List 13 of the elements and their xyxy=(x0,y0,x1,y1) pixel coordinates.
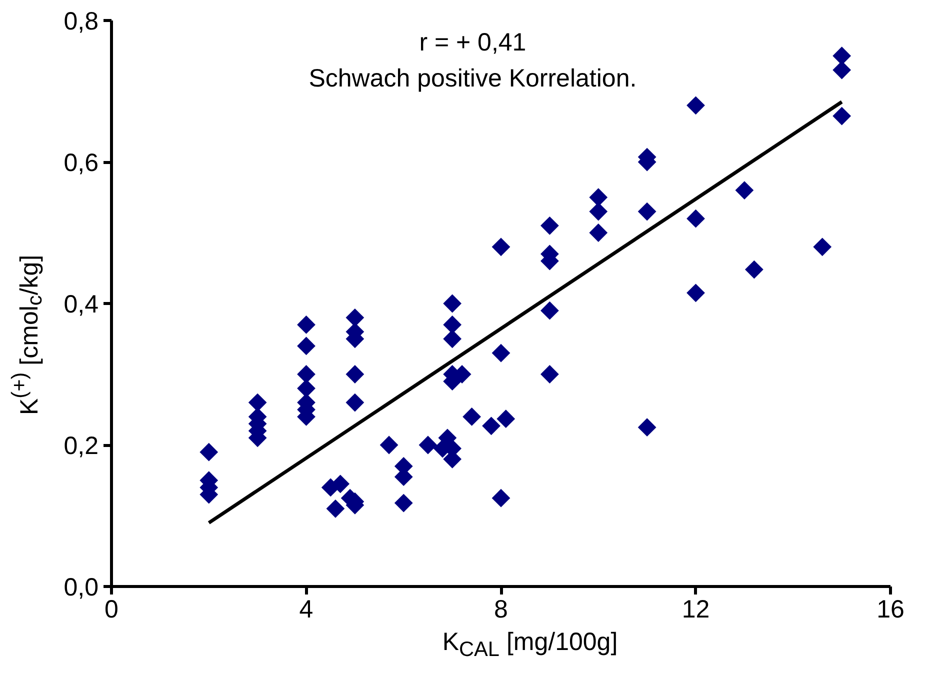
y-tick-label: 0,8 xyxy=(64,8,99,36)
y-tick-label: 0,0 xyxy=(64,574,99,602)
y-tick-label: 0,4 xyxy=(64,290,99,318)
x-tick-label: 16 xyxy=(876,596,904,624)
y-tick-label: 0,2 xyxy=(64,432,99,460)
x-axis-title: K$_{CAL}$ [mg/100g] xyxy=(442,627,618,663)
y-tick-label: 0,6 xyxy=(64,149,99,177)
annotation: Schwach positive Korrelation. xyxy=(308,64,637,92)
x-tick-label: 12 xyxy=(682,596,710,624)
x-tick-label: 8 xyxy=(494,596,508,624)
x-tick-label: 0 xyxy=(104,596,118,624)
x-tick-label: 4 xyxy=(299,596,314,624)
annotation: r = + 0,41 xyxy=(419,28,526,56)
